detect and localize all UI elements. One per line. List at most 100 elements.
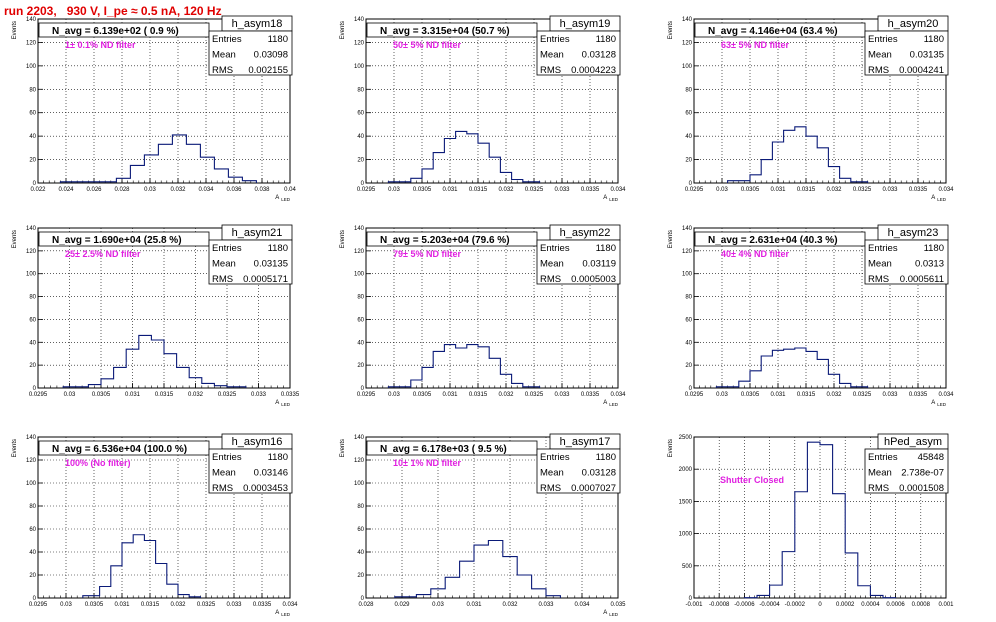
y-tick-label: 60: [685, 111, 692, 117]
x-tick-label: -0.0002: [785, 602, 806, 608]
stats-value: 0.03146: [254, 468, 288, 479]
x-tick-label: 0.031: [442, 392, 458, 398]
filter-annotation: 63± 5% ND filter: [721, 40, 789, 50]
y-tick-label: 100: [26, 64, 37, 70]
y-tick-label: 120: [354, 458, 365, 464]
y-tick-label: 140: [354, 226, 365, 232]
y-tick-label: 80: [29, 504, 36, 510]
x-tick-label: 0.0295: [29, 392, 48, 398]
y-tick-label: 120: [354, 249, 365, 255]
n-avg-label: N_avg = 6.536e+04 (100.0 %): [52, 444, 187, 455]
x-tick-label: 0.033: [882, 187, 898, 193]
y-tick-label: 1000: [679, 532, 693, 538]
plot-frame: [37, 18, 291, 184]
y-tick-label: 20: [29, 158, 36, 164]
histogram-series-line: [387, 344, 541, 388]
y-axis-label: Events: [12, 439, 18, 457]
plot-frame: [693, 18, 947, 184]
stats-box: [208, 239, 293, 285]
x-tick-label: 0.034: [574, 602, 590, 608]
stats-box: [536, 448, 621, 494]
stats-value: 0.0005171: [243, 274, 288, 285]
filter-annotation: 10± 1% ND filter: [393, 458, 461, 468]
x-tick-label: -0.0006: [734, 602, 755, 608]
x-tick-label: 0.033: [882, 392, 898, 398]
run-title: run 2203, 930 V, I_pe ≈ 0.5 nA, 120 Hz: [4, 4, 222, 18]
stats-value: 0.03128: [582, 50, 616, 61]
y-tick-label: 80: [29, 295, 36, 301]
x-tick-label: 0.03: [60, 602, 72, 608]
y-tick-label: 0: [33, 596, 37, 602]
x-tick-label: 0.0295: [357, 392, 376, 398]
y-tick-label: 80: [685, 295, 692, 301]
x-tick-label: 0.029: [394, 602, 410, 608]
x-tick-label: 0.032: [498, 187, 514, 193]
x-axis-label: A LED: [603, 610, 619, 617]
y-tick-label: 40: [29, 550, 36, 556]
stats-value: 0.0001508: [899, 483, 944, 494]
n-avg-box: [38, 231, 210, 247]
stats-label: Mean: [868, 259, 892, 270]
stats-value: 0.0005003: [571, 274, 616, 285]
n-avg-label: N_avg = 6.178e+03 ( 9.5 %): [380, 444, 507, 455]
x-tick-label: 0.0006: [886, 602, 905, 608]
stats-label: RMS: [540, 274, 561, 285]
stats-value: 1180: [596, 34, 616, 45]
x-tick-label: 0.03: [144, 187, 156, 193]
y-tick-label: 100: [682, 64, 693, 70]
stats-label: Entries: [212, 243, 242, 254]
x-axis-label: A LED: [275, 195, 291, 202]
y-axis-label: Events: [12, 230, 18, 248]
x-tick-label: 0.031: [466, 602, 482, 608]
y-tick-label: 100: [26, 272, 37, 278]
x-tick-label: 0.0008: [912, 602, 931, 608]
y-tick-label: 60: [29, 317, 36, 323]
x-tick-label: -0.001: [685, 602, 703, 608]
n-avg-box: [38, 440, 210, 456]
stats-value: 0.0005611: [900, 274, 944, 285]
x-tick-label: 0.038: [254, 187, 270, 193]
n-avg-label: N_avg = 5.203e+04 (79.6 %): [380, 235, 510, 246]
y-tick-label: 20: [685, 158, 692, 164]
x-tick-label: 0.034: [198, 187, 214, 193]
stats-value: 0.03119: [582, 259, 616, 270]
histogram-series-line: [82, 534, 201, 598]
x-tick-label: 0.0315: [155, 392, 174, 398]
y-tick-label: 40: [685, 340, 692, 346]
stats-value: 1180: [596, 452, 616, 463]
y-tick-label: 20: [685, 363, 692, 369]
stats-box: [536, 30, 621, 76]
stats-label: RMS: [212, 274, 233, 285]
y-tick-label: 100: [26, 481, 37, 487]
stats-value: 0.03098: [254, 50, 288, 61]
stats-label: Mean: [540, 259, 564, 270]
stats-value: 0.0004223: [571, 65, 616, 76]
x-tick-label: 0.0004: [861, 602, 880, 608]
x-tick-label: 0.0295: [29, 602, 48, 608]
x-tick-label: -0.0004: [759, 602, 780, 608]
x-tick-label: 0.024: [58, 187, 74, 193]
x-tick-label: 0.032: [826, 187, 842, 193]
x-tick-label: 0.0325: [218, 392, 237, 398]
stats-value: 1180: [596, 243, 616, 254]
stats-box: [864, 239, 949, 285]
x-tick-label: 0.032: [170, 187, 186, 193]
x-tick-label: 0.0295: [685, 392, 704, 398]
y-tick-label: 0: [33, 386, 37, 392]
y-tick-label: 100: [354, 272, 365, 278]
plot-frame: [37, 436, 291, 599]
y-tick-label: 140: [354, 435, 365, 441]
y-tick-label: 40: [29, 340, 36, 346]
stats-value: 1180: [924, 243, 944, 254]
y-tick-label: 80: [357, 295, 364, 301]
stats-value: 0.002155: [248, 65, 288, 76]
stats-label: RMS: [212, 483, 233, 494]
x-tick-label: 0.032: [498, 392, 514, 398]
n-avg-label: N_avg = 6.139e+02 ( 0.9 %): [52, 26, 179, 37]
y-axis-label: Events: [12, 21, 18, 39]
y-tick-label: 80: [29, 87, 36, 93]
y-tick-label: 60: [357, 111, 364, 117]
x-tick-label: 0.0325: [853, 187, 872, 193]
x-tick-label: 0.001: [938, 602, 954, 608]
